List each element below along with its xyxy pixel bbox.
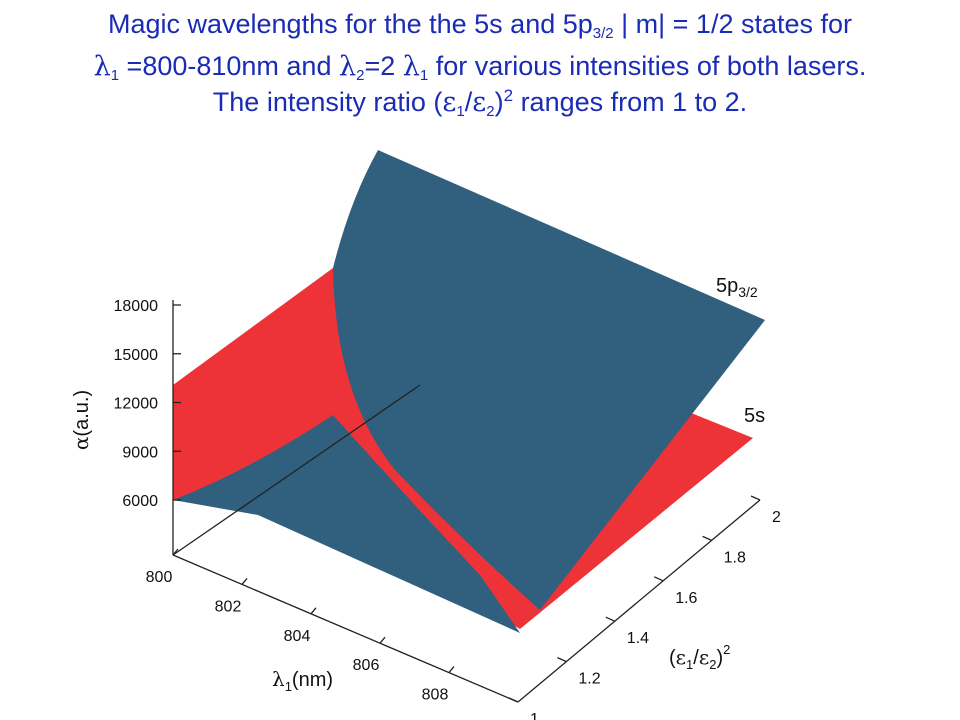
chart-title-line-3: The intensity ratio (ε1/ε2)2 ranges from… xyxy=(212,86,748,120)
y-tick-mark xyxy=(702,535,712,541)
x-tick-label: 806 xyxy=(353,657,380,674)
x-tick-mark xyxy=(448,666,455,674)
series-label: 5p3/2 xyxy=(716,275,758,300)
x-tick-mark xyxy=(241,577,248,585)
y-tick-mark xyxy=(605,616,616,622)
y-tick-label: 1.8 xyxy=(724,549,746,566)
x-axis-label: λ1(nm) xyxy=(272,667,333,694)
y-tick-label: 1.2 xyxy=(578,671,600,688)
surface-5p32 xyxy=(333,150,765,610)
z-tick-label: 12000 xyxy=(114,396,159,413)
x-tick-label: 808 xyxy=(422,687,449,704)
z-tick-label: 9000 xyxy=(122,444,158,461)
y-tick-label: 2 xyxy=(772,509,781,526)
x-tick-label: 804 xyxy=(284,628,311,645)
z-axis-label: α(a.u.) xyxy=(69,390,93,450)
y-axis-label: (ε1/ε2)2 xyxy=(669,642,730,672)
x-tick-mark xyxy=(172,548,179,556)
z-tick-label: 18000 xyxy=(114,298,159,315)
x-tick-label: 800 xyxy=(146,569,173,586)
z-tick-label: 6000 xyxy=(122,493,158,510)
y-tick-mark xyxy=(508,697,519,703)
y-tick-mark xyxy=(750,495,761,501)
x-axis-line xyxy=(172,554,519,703)
back-frame-line xyxy=(172,384,421,556)
chart-title-line-1: Magic wavelengths for the the 5s and 5p3… xyxy=(107,9,853,42)
y-axis-line xyxy=(517,499,761,703)
y-tick-label: 1.4 xyxy=(627,630,649,647)
x-tick-mark xyxy=(310,607,317,615)
y-tick-mark xyxy=(557,657,567,663)
x-tick-mark xyxy=(379,636,386,644)
chart-title-line-2: λ1 =800-810nm and λ2=2 λ1 for various in… xyxy=(93,51,867,84)
y-tick-label: 1.6 xyxy=(675,590,697,607)
x-tick-label: 802 xyxy=(215,598,242,615)
series-label: 5s xyxy=(744,405,765,427)
y-tick-label: 1 xyxy=(530,711,539,720)
z-tick-label: 15000 xyxy=(114,347,159,364)
surface-5p-front-part xyxy=(173,415,520,633)
y-tick-mark xyxy=(653,576,664,582)
